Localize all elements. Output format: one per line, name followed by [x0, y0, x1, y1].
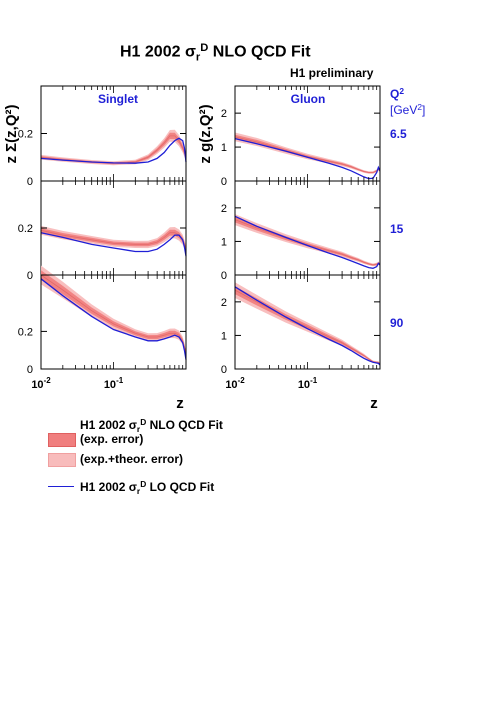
lo-line-singlet-2: [40, 232, 187, 257]
legend-title: H1 2002 σrD NLO QCD Fit: [80, 417, 223, 435]
panel-gluon-row-2: 0 1 2: [221, 180, 381, 282]
y-tick-label: 0.2: [18, 326, 33, 338]
x-tick-label: 10-2: [31, 376, 51, 391]
y-tick-label: 2: [221, 297, 227, 309]
y-axis-label-gluon: z g(z,Q²): [197, 104, 214, 163]
panel-singlet-row-3: 00.2: [18, 265, 187, 376]
lo-line-singlet-3: [40, 278, 187, 360]
q2-value-3: 90: [390, 316, 404, 330]
y-tick-label: 1: [221, 142, 227, 154]
x-tick-label: 10-1: [298, 376, 318, 391]
legend-swatch-total: [48, 453, 76, 467]
band-total-singlet-2: [41, 225, 186, 253]
x-tick-label: 10-1: [104, 376, 124, 391]
band-exp-gluon-1: [235, 134, 380, 174]
panel-gluon-row-3: 0 1 2: [221, 274, 381, 376]
q2-value-1: 6.5: [390, 127, 407, 141]
y-tick-label: 1: [221, 330, 227, 342]
y-tick-label: 1: [221, 236, 227, 248]
legend-line-lo: [48, 486, 74, 487]
panel-singlet-row-2: 00.2: [18, 180, 187, 282]
y-tick-label: 2: [221, 108, 227, 120]
legend-label-lo: H1 2002 σrD LO QCD Fit: [80, 479, 215, 497]
legend-label-total: (exp.+theor. error): [80, 452, 184, 466]
y-tick-label: 0: [27, 364, 33, 376]
lo-line-gluon-3: [234, 286, 381, 366]
lo-line-gluon-1: [234, 137, 381, 180]
y-tick-label: 0.2: [18, 129, 33, 141]
chart-title: H1 2002 σrD NLO QCD Fit: [120, 42, 311, 64]
band-total-gluon-2: [235, 214, 380, 267]
y-tick-label: 0: [221, 270, 227, 282]
annotation-h1-preliminary: H1 preliminary: [290, 66, 374, 80]
lo-line-singlet-1: [40, 137, 187, 164]
x-tick-label: 10-2: [225, 376, 245, 391]
panel-singlet-row-1: 00.2: [18, 85, 187, 188]
x-axis-label-singlet: z: [176, 395, 184, 412]
q2-value-2: 15: [390, 222, 404, 236]
column-header-gluon: Gluon: [291, 92, 326, 106]
y-axis-label-singlet: z Σ(z,Q²): [3, 105, 20, 164]
y-tick-label: 0.2: [18, 223, 33, 235]
panel-frame-singlet-2: [40, 180, 187, 276]
x-axis-label-gluon: z: [370, 395, 378, 412]
column-header-singlet: Singlet: [98, 92, 138, 106]
band-exp-singlet-2: [41, 228, 186, 252]
legend-swatch-exp: [48, 433, 76, 447]
y-tick-label: 0: [221, 364, 227, 376]
legend-label-exp: (exp. error): [80, 432, 144, 446]
lo-line-gluon-2: [234, 215, 381, 269]
band-exp-gluon-3: [235, 286, 380, 365]
y-tick-label: 2: [221, 203, 227, 215]
nlo-line-singlet-3: [40, 274, 187, 355]
y-tick-label: 0: [221, 176, 227, 188]
band-total-singlet-3: [41, 265, 186, 357]
q2-header: Q2 [GeV2]: [390, 86, 426, 118]
y-tick-label: 0: [27, 176, 33, 188]
y-tick-label: 0: [27, 270, 33, 282]
band-total-gluon-1: [235, 132, 380, 174]
